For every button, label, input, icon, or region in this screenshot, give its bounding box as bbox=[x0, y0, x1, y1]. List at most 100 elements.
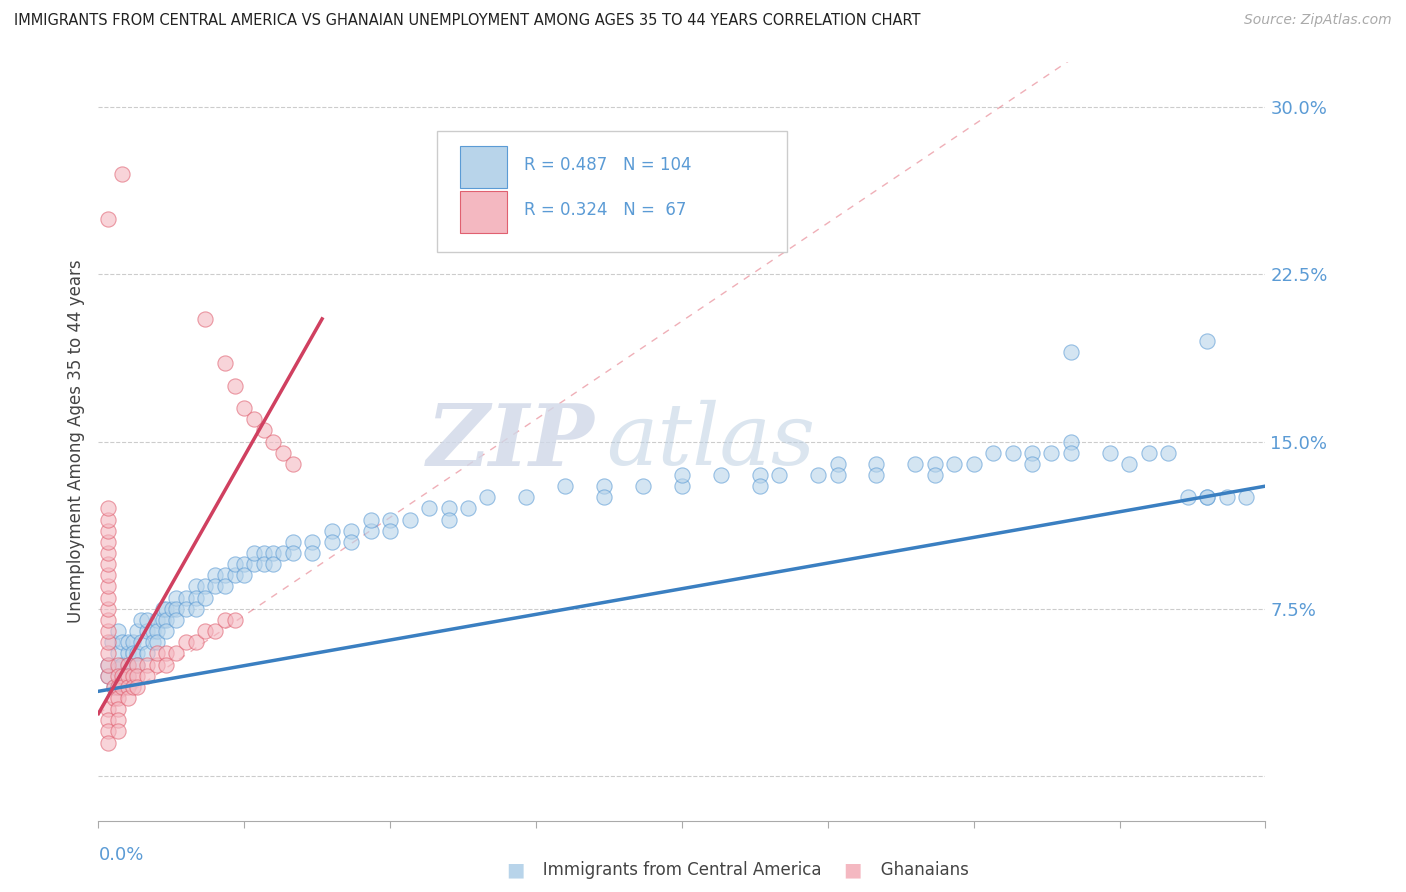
Point bbox=[253, 546, 276, 560]
Point bbox=[243, 412, 266, 426]
Point bbox=[827, 457, 849, 471]
Point bbox=[107, 669, 129, 683]
Point bbox=[301, 546, 323, 560]
Text: 0.0%: 0.0% bbox=[98, 846, 143, 863]
Point bbox=[631, 479, 654, 493]
Point bbox=[184, 602, 207, 616]
Point bbox=[418, 501, 440, 516]
Point bbox=[107, 657, 129, 672]
Point bbox=[477, 491, 499, 505]
Point bbox=[136, 613, 159, 627]
Point bbox=[97, 635, 120, 649]
Point bbox=[155, 624, 177, 639]
Point bbox=[748, 479, 770, 493]
Point bbox=[1177, 491, 1199, 505]
Text: Ghanaians: Ghanaians bbox=[844, 861, 969, 879]
FancyBboxPatch shape bbox=[437, 130, 787, 252]
Point bbox=[174, 602, 197, 616]
Point bbox=[184, 580, 207, 594]
Point bbox=[437, 512, 460, 526]
Point bbox=[380, 512, 402, 526]
Point bbox=[111, 167, 134, 181]
Point bbox=[97, 501, 120, 516]
Point bbox=[262, 546, 284, 560]
Point bbox=[127, 680, 149, 694]
Point bbox=[103, 690, 125, 705]
Point bbox=[97, 624, 120, 639]
Point bbox=[97, 657, 120, 672]
Point bbox=[127, 657, 149, 672]
Point bbox=[962, 457, 984, 471]
Point bbox=[554, 479, 576, 493]
Point bbox=[214, 613, 236, 627]
Point bbox=[1021, 457, 1043, 471]
Point bbox=[107, 624, 129, 639]
Point bbox=[97, 535, 120, 549]
Point bbox=[101, 635, 124, 649]
Point bbox=[97, 646, 120, 660]
Point bbox=[97, 669, 120, 683]
Point bbox=[233, 557, 256, 572]
Point bbox=[127, 646, 149, 660]
Point bbox=[224, 378, 246, 392]
Point bbox=[194, 591, 217, 605]
Point bbox=[253, 424, 276, 438]
Point bbox=[748, 467, 770, 482]
Point bbox=[943, 457, 966, 471]
Point bbox=[321, 524, 343, 538]
Point bbox=[136, 657, 159, 672]
Point bbox=[271, 446, 294, 460]
Point bbox=[136, 669, 159, 683]
Point bbox=[122, 669, 145, 683]
Point bbox=[380, 524, 402, 538]
Point bbox=[107, 714, 129, 728]
Point bbox=[301, 535, 323, 549]
Point bbox=[103, 680, 125, 694]
Point bbox=[107, 680, 129, 694]
Point bbox=[1021, 446, 1043, 460]
Point bbox=[97, 724, 120, 739]
Point bbox=[1351, 345, 1374, 359]
Text: ZIP: ZIP bbox=[426, 400, 595, 483]
Point bbox=[340, 535, 363, 549]
Text: ■: ■ bbox=[844, 860, 862, 880]
Point bbox=[127, 624, 149, 639]
Point bbox=[253, 557, 276, 572]
Point bbox=[97, 580, 120, 594]
Point bbox=[117, 669, 139, 683]
Point bbox=[165, 613, 187, 627]
Point bbox=[1215, 491, 1237, 505]
Point bbox=[107, 662, 129, 676]
Point bbox=[174, 635, 197, 649]
Point bbox=[107, 646, 129, 660]
Point bbox=[924, 467, 946, 482]
Point bbox=[515, 491, 537, 505]
Point bbox=[224, 568, 246, 582]
Point bbox=[107, 702, 129, 716]
Point bbox=[271, 546, 294, 560]
Point bbox=[97, 702, 120, 716]
Point bbox=[127, 669, 149, 683]
Point bbox=[807, 467, 830, 482]
Point bbox=[1195, 334, 1218, 349]
Point bbox=[233, 401, 256, 416]
Point bbox=[97, 591, 120, 605]
Point bbox=[593, 491, 616, 505]
Point bbox=[142, 635, 165, 649]
Point bbox=[155, 602, 177, 616]
Point bbox=[457, 501, 479, 516]
Point bbox=[214, 356, 236, 371]
Point bbox=[111, 680, 134, 694]
Point bbox=[117, 646, 139, 660]
Point bbox=[97, 557, 120, 572]
Point bbox=[1060, 446, 1083, 460]
Point bbox=[111, 635, 134, 649]
Point bbox=[117, 657, 139, 672]
Point bbox=[360, 512, 382, 526]
Point bbox=[97, 512, 120, 526]
Point bbox=[360, 524, 382, 538]
Point bbox=[117, 690, 139, 705]
Point bbox=[214, 568, 236, 582]
Point bbox=[155, 613, 177, 627]
Point bbox=[224, 613, 246, 627]
